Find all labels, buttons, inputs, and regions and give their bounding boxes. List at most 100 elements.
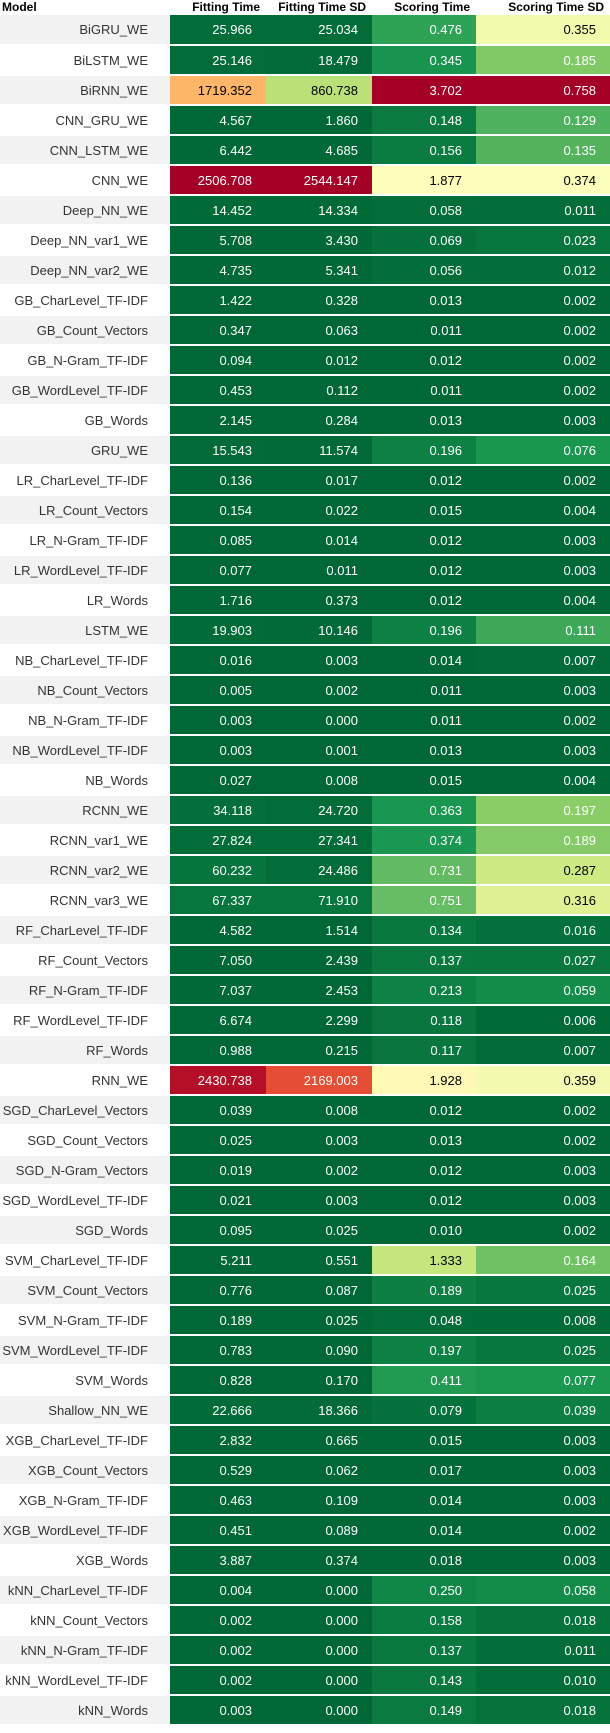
scoring-time-cell: 0.018: [372, 1545, 476, 1576]
scoring-time-sd-cell: 0.008: [476, 1305, 610, 1336]
fitting-time-cell: 0.189: [170, 1305, 266, 1336]
fitting-time-sd-cell: 0.003: [266, 1125, 372, 1156]
fitting-time-sd-cell: 0.008: [266, 1095, 372, 1126]
fitting-time-cell: 0.529: [170, 1455, 266, 1486]
fitting-time-sd-cell: 0.109: [266, 1485, 372, 1516]
scoring-time-cell: 0.250: [372, 1575, 476, 1606]
fitting-time-cell: 0.002: [170, 1605, 266, 1636]
fitting-time-sd-cell: 0.170: [266, 1365, 372, 1396]
model-name-cell: RF_Count_Vectors: [0, 945, 170, 976]
fitting-time-sd-cell: 2.453: [266, 975, 372, 1006]
model-name-cell: LR_Words: [0, 585, 170, 616]
model-name-cell: RCNN_WE: [0, 795, 170, 826]
scoring-time-sd-cell: 0.355: [476, 15, 610, 46]
fitting-time-cell: 0.003: [170, 1695, 266, 1726]
fitting-time-sd-cell: 27.341: [266, 825, 372, 856]
scoring-time-sd-cell: 0.025: [476, 1335, 610, 1366]
fitting-time-cell: 3.887: [170, 1545, 266, 1576]
scoring-time-sd-cell: 0.003: [476, 1185, 610, 1216]
scoring-time-cell: 3.702: [372, 75, 476, 106]
scoring-time-cell: 0.117: [372, 1035, 476, 1066]
fitting-time-sd-cell: 0.002: [266, 675, 372, 706]
scoring-time-sd-cell: 0.003: [476, 1545, 610, 1576]
table-row: GB_Count_Vectors 0.347 0.063 0.011 0.002: [0, 315, 610, 346]
scoring-time-cell: 0.134: [372, 915, 476, 946]
fitting-time-cell: 2.832: [170, 1425, 266, 1456]
fitting-time-cell: 0.453: [170, 375, 266, 406]
model-name-cell: RCNN_var3_WE: [0, 885, 170, 916]
table-row: LR_Count_Vectors 0.154 0.022 0.015 0.004: [0, 495, 610, 526]
table-row: RF_Words 0.988 0.215 0.117 0.007: [0, 1035, 610, 1066]
model-name-cell: GB_WordLevel_TF-IDF: [0, 375, 170, 406]
model-name-cell: XGB_WordLevel_TF-IDF: [0, 1515, 170, 1546]
table-row: LR_WordLevel_TF-IDF 0.077 0.011 0.012 0.003: [0, 555, 610, 586]
fitting-time-cell: 0.451: [170, 1515, 266, 1546]
model-name-cell: RF_N-Gram_TF-IDF: [0, 975, 170, 1006]
scoring-time-sd-cell: 0.758: [476, 75, 610, 106]
scoring-time-sd-cell: 0.002: [476, 705, 610, 736]
table-row: CNN_LSTM_WE 6.442 4.685 0.156 0.135: [0, 135, 610, 166]
scoring-time-sd-cell: 0.002: [476, 345, 610, 376]
table-row: NB_Words 0.027 0.008 0.015 0.004: [0, 765, 610, 796]
model-name-cell: SVM_Words: [0, 1365, 170, 1396]
fitting-time-cell: 1.422: [170, 285, 266, 316]
scoring-time-sd-cell: 0.003: [476, 735, 610, 766]
model-name-cell: Deep_NN_var2_WE: [0, 255, 170, 286]
scoring-time-sd-cell: 0.025: [476, 1275, 610, 1306]
scoring-time-cell: 0.156: [372, 135, 476, 166]
scoring-time-sd-cell: 0.007: [476, 1035, 610, 1066]
table-row: Deep_NN_WE 14.452 14.334 0.058 0.011: [0, 195, 610, 226]
table-row: SVM_N-Gram_TF-IDF 0.189 0.025 0.048 0.008: [0, 1305, 610, 1336]
scoring-time-cell: 1.333: [372, 1245, 476, 1276]
scoring-time-cell: 0.014: [372, 1515, 476, 1546]
table-row: GRU_WE 15.543 11.574 0.196 0.076: [0, 435, 610, 466]
table-row: RF_CharLevel_TF-IDF 4.582 1.514 0.134 0.016: [0, 915, 610, 946]
scoring-time-cell: 0.015: [372, 495, 476, 526]
fitting-time-cell: 2430.738: [170, 1065, 266, 1096]
fitting-time-cell: 15.543: [170, 435, 266, 466]
model-name-cell: SVM_WordLevel_TF-IDF: [0, 1335, 170, 1366]
scoring-time-sd-cell: 0.003: [476, 1155, 610, 1186]
table-row: SGD_Words 0.095 0.025 0.010 0.002: [0, 1215, 610, 1246]
table-row: SGD_Count_Vectors 0.025 0.003 0.013 0.002: [0, 1125, 610, 1156]
fitting-time-cell: 0.003: [170, 705, 266, 736]
table-row: GB_WordLevel_TF-IDF 0.453 0.112 0.011 0.002: [0, 375, 610, 406]
scoring-time-cell: 0.118: [372, 1005, 476, 1036]
scoring-time-cell: 0.015: [372, 1425, 476, 1456]
table-row: CNN_GRU_WE 4.567 1.860 0.148 0.129: [0, 105, 610, 136]
scoring-time-sd-cell: 0.016: [476, 915, 610, 946]
fitting-time-sd-cell: 0.017: [266, 465, 372, 496]
scoring-time-cell: 0.143: [372, 1665, 476, 1696]
fitting-time-sd-cell: 0.025: [266, 1305, 372, 1336]
fitting-time-sd-cell: 0.328: [266, 285, 372, 316]
fitting-time-cell: 0.463: [170, 1485, 266, 1516]
fitting-time-cell: 2506.708: [170, 165, 266, 196]
fitting-time-cell: 0.095: [170, 1215, 266, 1246]
fitting-time-cell: 22.666: [170, 1395, 266, 1426]
scoring-time-cell: 0.017: [372, 1455, 476, 1486]
fitting-time-sd-cell: 0.062: [266, 1455, 372, 1486]
scoring-time-cell: 0.137: [372, 945, 476, 976]
table-row: XGB_WordLevel_TF-IDF 0.451 0.089 0.014 0.002: [0, 1515, 610, 1546]
fitting-time-sd-cell: 0.551: [266, 1245, 372, 1276]
table-row: LSTM_WE 19.903 10.146 0.196 0.111: [0, 615, 610, 646]
fitting-time-cell: 0.347: [170, 315, 266, 346]
model-name-cell: NB_Words: [0, 765, 170, 796]
table-row: GB_N-Gram_TF-IDF 0.094 0.012 0.012 0.002: [0, 345, 610, 376]
scoring-time-cell: 1.928: [372, 1065, 476, 1096]
header-row: Model Fitting Time Fitting Time SD Scori…: [0, 0, 610, 15]
scoring-time-sd-cell: 0.002: [476, 375, 610, 406]
fitting-time-sd-cell: 24.486: [266, 855, 372, 886]
fitting-time-cell: 0.783: [170, 1335, 266, 1366]
fitting-time-sd-cell: 3.430: [266, 225, 372, 256]
fitting-time-cell: 0.154: [170, 495, 266, 526]
fitting-time-cell: 6.442: [170, 135, 266, 166]
scoring-time-cell: 0.197: [372, 1335, 476, 1366]
column-header-fitting-time: Fitting Time: [192, 0, 260, 14]
scoring-time-sd-cell: 0.003: [476, 1485, 610, 1516]
fitting-time-sd-cell: 0.000: [266, 705, 372, 736]
fitting-time-sd-cell: 0.374: [266, 1545, 372, 1576]
fitting-time-sd-cell: 11.574: [266, 435, 372, 466]
table-row: NB_WordLevel_TF-IDF 0.003 0.001 0.013 0.003: [0, 735, 610, 766]
fitting-time-sd-cell: 2544.147: [266, 165, 372, 196]
